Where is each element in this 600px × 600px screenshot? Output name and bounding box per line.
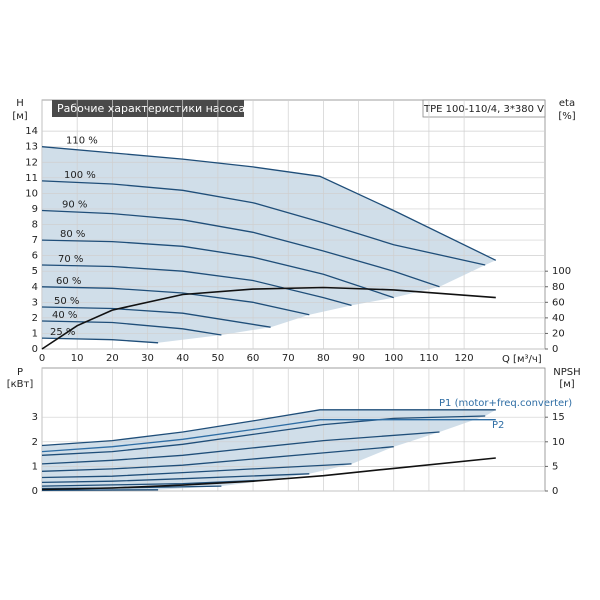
- y2-tick-label: 0: [552, 344, 558, 355]
- y2-tick-label: 60: [552, 297, 565, 308]
- y2-axis-label: NPSH: [553, 367, 580, 378]
- y-tick-label: 1: [32, 328, 38, 339]
- y2-tick-label: 40: [552, 313, 565, 324]
- curve-label: 100 %: [64, 170, 96, 181]
- x-tick-label: 90: [352, 353, 365, 364]
- y2-tick-label: 0: [552, 486, 558, 497]
- y2-tick-label: 15: [552, 412, 565, 423]
- x-tick-label: 70: [282, 353, 295, 364]
- curve: [41, 286, 310, 316]
- curve-label: 110 %: [66, 136, 98, 147]
- y2-tick-label: 80: [552, 282, 565, 293]
- curve: [41, 337, 159, 344]
- curve: [41, 320, 222, 336]
- curve: [41, 415, 486, 456]
- y-tick-label: 8: [32, 220, 38, 231]
- x-tick-label: 60: [247, 353, 260, 364]
- x-tick-label: 10: [71, 353, 84, 364]
- curve: [41, 463, 352, 479]
- y2-tick-label: 10: [552, 437, 565, 448]
- y-tick-label: 9: [32, 204, 38, 215]
- y2-axis-label: eta: [559, 98, 575, 109]
- curve: [41, 409, 496, 447]
- curve: [41, 479, 271, 487]
- curve: [41, 264, 352, 307]
- y-tick-label: 12: [25, 157, 38, 168]
- y-tick-label: 0: [32, 344, 38, 355]
- y-tick-label: 3: [32, 297, 38, 308]
- y-tick-label: 3: [32, 412, 38, 423]
- x-tick-label: 30: [141, 353, 154, 364]
- curve: [41, 489, 159, 491]
- curve-label: 40 %: [52, 310, 77, 321]
- y-tick-label: 0: [32, 486, 38, 497]
- curve: [41, 306, 271, 328]
- annotation: P2: [492, 420, 504, 431]
- x-tick-label: 50: [212, 353, 225, 364]
- curve: [41, 431, 440, 465]
- chart-subtitle: TPE 100-110/4, 3*380 V: [423, 104, 544, 115]
- y-tick-label: 11: [25, 173, 38, 184]
- subtitle-box: [422, 99, 546, 118]
- annotation: P1 (motor+freq.converter): [439, 398, 572, 409]
- y-tick-label: 4: [32, 282, 38, 293]
- x-tick-label: 110: [419, 353, 438, 364]
- x-tick-label: 0: [39, 353, 45, 364]
- curve: [41, 180, 486, 266]
- curve: [41, 473, 310, 484]
- curve-label: 70 %: [58, 254, 83, 265]
- curve-label: 25 %: [50, 327, 75, 338]
- y-axis-label: H: [16, 98, 24, 109]
- x-tick-label: 20: [106, 353, 119, 364]
- title-box: [52, 100, 244, 117]
- curve: [41, 446, 394, 472]
- y2-tick-label: 100: [552, 266, 571, 277]
- curve: [41, 419, 496, 453]
- curve: [41, 286, 496, 350]
- curve-label: 60 %: [56, 276, 81, 287]
- y-tick-label: 2: [32, 313, 38, 324]
- x-tick-label: 40: [176, 353, 189, 364]
- y2-axis-unit: [м]: [559, 379, 574, 390]
- chart-title: Рабочие характеристики насоса: [57, 102, 245, 115]
- y-tick-label: 13: [25, 142, 38, 153]
- y-axis-unit: [м]: [12, 111, 27, 122]
- curve: [41, 239, 394, 299]
- y-tick-label: 2: [32, 437, 38, 448]
- y2-tick-label: 5: [552, 461, 558, 472]
- x-axis-label: Q [м³/ч]: [502, 354, 542, 365]
- operating-area: [42, 146, 496, 343]
- y-tick-label: 10: [25, 188, 38, 199]
- y-axis-unit: [кВт]: [7, 379, 34, 390]
- y-tick-label: 1: [32, 461, 38, 472]
- x-tick-label: 120: [455, 353, 474, 364]
- y-tick-label: 7: [32, 235, 38, 246]
- curve: [41, 457, 496, 491]
- operating-area: [42, 409, 496, 491]
- curve: [41, 146, 497, 261]
- x-tick-label: 100: [384, 353, 403, 364]
- y-tick-label: 14: [25, 126, 38, 137]
- y2-axis-unit: [%]: [558, 111, 575, 122]
- y-tick-label: 6: [32, 251, 38, 262]
- y-tick-label: 5: [32, 266, 38, 277]
- curve-label: 80 %: [60, 229, 85, 240]
- x-tick-label: 80: [317, 353, 330, 364]
- y-axis-label: P: [17, 367, 23, 378]
- curve-label: 90 %: [62, 199, 87, 210]
- y2-tick-label: 20: [552, 328, 565, 339]
- curve: [41, 209, 440, 288]
- curve-label: 50 %: [54, 296, 79, 307]
